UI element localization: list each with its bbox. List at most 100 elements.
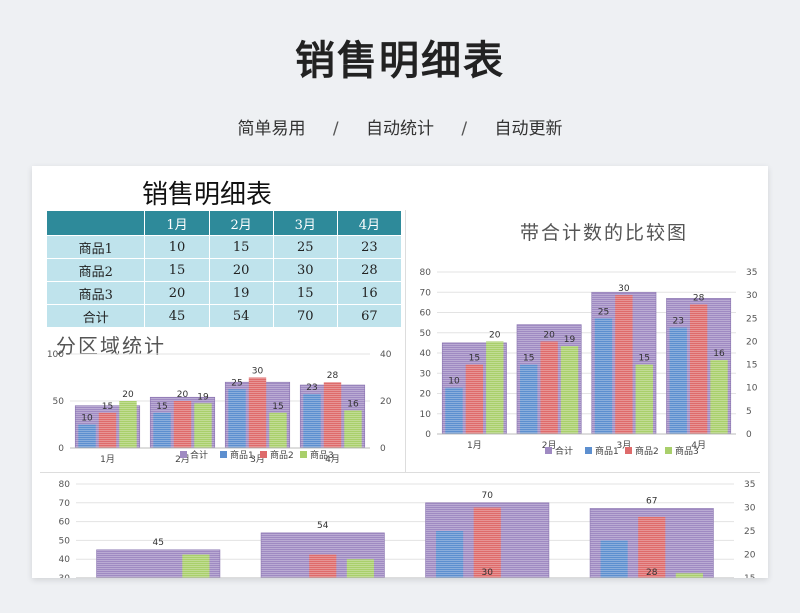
legend-swatch [585, 447, 592, 454]
data-label: 28 [327, 371, 339, 381]
bar-p2 [689, 304, 708, 434]
row-label[interactable]: 商品3 [45, 281, 146, 305]
sheet-divider [405, 210, 406, 472]
legend-label: 商品1 [230, 449, 254, 461]
table-cell[interactable]: 25 [272, 235, 338, 259]
sheet-title: 销售明细表 [142, 180, 273, 210]
table-cell[interactable]: 10 [144, 235, 210, 259]
y-right-tick-label: 25 [746, 314, 757, 324]
data-label: 25 [231, 378, 242, 388]
data-label: 30 [252, 367, 264, 377]
x-tick-label: 1月 [100, 454, 115, 465]
bar-p3 [269, 412, 287, 448]
table-cell[interactable]: 19 [208, 281, 274, 305]
sales-table: 1月 2月 3月 4月 商品1 10 15 25 23 商品2 15 20 30… [45, 210, 403, 328]
data-label: 19 [197, 392, 209, 402]
table-header-cell[interactable] [45, 210, 146, 236]
legend-label: 商品3 [675, 445, 699, 457]
data-label: 28 [646, 568, 658, 578]
table-cell[interactable]: 20 [144, 281, 210, 305]
legend-swatch [545, 447, 552, 454]
y-left-tick-label: 50 [59, 536, 71, 546]
bar-p2 [248, 377, 267, 448]
table-cell[interactable]: 28 [336, 258, 403, 282]
x-tick-label: 4月 [325, 454, 340, 465]
row-label[interactable]: 合计 [45, 304, 146, 328]
y-left-tick-label: 0 [425, 430, 431, 440]
table-cell[interactable]: 67 [336, 304, 403, 328]
table-header-cell[interactable]: 1月 [144, 210, 210, 236]
data-label: 10 [81, 414, 93, 424]
y-right-tick-label: 20 [380, 397, 392, 407]
bar-p1 [445, 387, 463, 434]
y-right-tick-label: 30 [744, 504, 756, 514]
legend-label: 合计 [190, 449, 208, 461]
bar-p3 [560, 346, 579, 434]
y-right-tick-label: 35 [744, 480, 755, 490]
bar-p1 [520, 364, 538, 434]
data-label: 30 [618, 284, 630, 294]
data-label: 15 [639, 354, 650, 364]
data-label: 23 [306, 383, 317, 393]
y-left-tick-label: 60 [59, 518, 71, 528]
x-tick-label: 3月 [250, 454, 265, 465]
legend-swatch [260, 451, 267, 458]
bar-p1 [78, 424, 96, 448]
table-cell[interactable]: 70 [272, 304, 338, 328]
y-right-tick-label: 40 [380, 350, 392, 360]
table-cell[interactable]: 30 [272, 258, 338, 282]
data-label: 23 [672, 317, 683, 327]
bar-p2 [309, 554, 337, 578]
data-label: 10 [448, 377, 460, 387]
legend-swatch [665, 447, 672, 454]
data-label: 15 [156, 402, 167, 412]
tag-separator: / [461, 119, 468, 139]
table-cell[interactable]: 20 [208, 258, 274, 282]
data-label: 20 [543, 330, 555, 340]
x-tick-label: 2月 [542, 440, 557, 451]
table-header-row: 1月 2月 3月 4月 [45, 210, 403, 236]
bar-p3 [344, 410, 362, 448]
spreadsheet-preview: 销售明细表 1月 2月 3月 4月 商品1 10 15 25 23 商品2 15 [32, 166, 768, 578]
y-left-tick-label: 20 [420, 390, 432, 400]
bottom-chart: 30 40 50 60 70 80 15 20 25 30 35 45 54 70 30 67 28 [59, 480, 756, 578]
bar-p3 [486, 341, 504, 434]
table-cell[interactable]: 45 [144, 304, 210, 328]
tag-easy: 简单易用 [237, 119, 306, 139]
comparison-chart-title: 带合计数的比较图 [520, 222, 689, 244]
page-title: 销售明细表 [295, 38, 505, 84]
table-cell[interactable]: 54 [208, 304, 274, 328]
bar-p3 [346, 559, 374, 578]
x-tick-label: 3月 [617, 440, 632, 451]
y-left-tick-label: 50 [53, 397, 65, 407]
bar-p3 [635, 364, 653, 434]
table-cell[interactable]: 15 [208, 235, 274, 259]
data-label: 20 [177, 390, 189, 400]
legend-label: 商品3 [310, 449, 334, 461]
y-right-tick-label: 25 [744, 527, 755, 537]
data-label: 15 [102, 402, 113, 412]
y-right-tick-label: 20 [746, 337, 758, 347]
table-cell[interactable]: 16 [336, 281, 403, 305]
row-label[interactable]: 商品1 [45, 235, 146, 259]
data-label-total: 54 [317, 521, 329, 531]
table-row: 商品1 10 15 25 23 [45, 235, 403, 259]
table-cell[interactable]: 23 [336, 235, 403, 259]
y-right-tick-label: 0 [746, 430, 752, 440]
x-tick-label: 2月 [175, 454, 190, 465]
table-header-cell[interactable]: 4月 [336, 210, 403, 236]
row-label[interactable]: 商品2 [45, 258, 146, 282]
bar-p3 [194, 403, 212, 448]
table-header-cell[interactable]: 3月 [272, 210, 338, 236]
table-cell[interactable]: 15 [272, 281, 338, 305]
data-label: 20 [489, 330, 501, 340]
tag-auto-update: 自动更新 [494, 119, 563, 139]
bar-p2 [98, 412, 117, 448]
table-header-cell[interactable]: 2月 [208, 210, 274, 236]
bar-p1 [600, 540, 628, 578]
comparison-chart: 0 10 20 30 40 50 60 70 80 0 5 10 15 20 25 30 35 10 15 20 1月 1… [420, 268, 758, 457]
table-cell[interactable]: 15 [144, 258, 210, 282]
y-left-tick-label: 60 [420, 309, 432, 319]
tag-separator: / [332, 119, 339, 139]
y-left-tick-label: 80 [420, 268, 432, 278]
